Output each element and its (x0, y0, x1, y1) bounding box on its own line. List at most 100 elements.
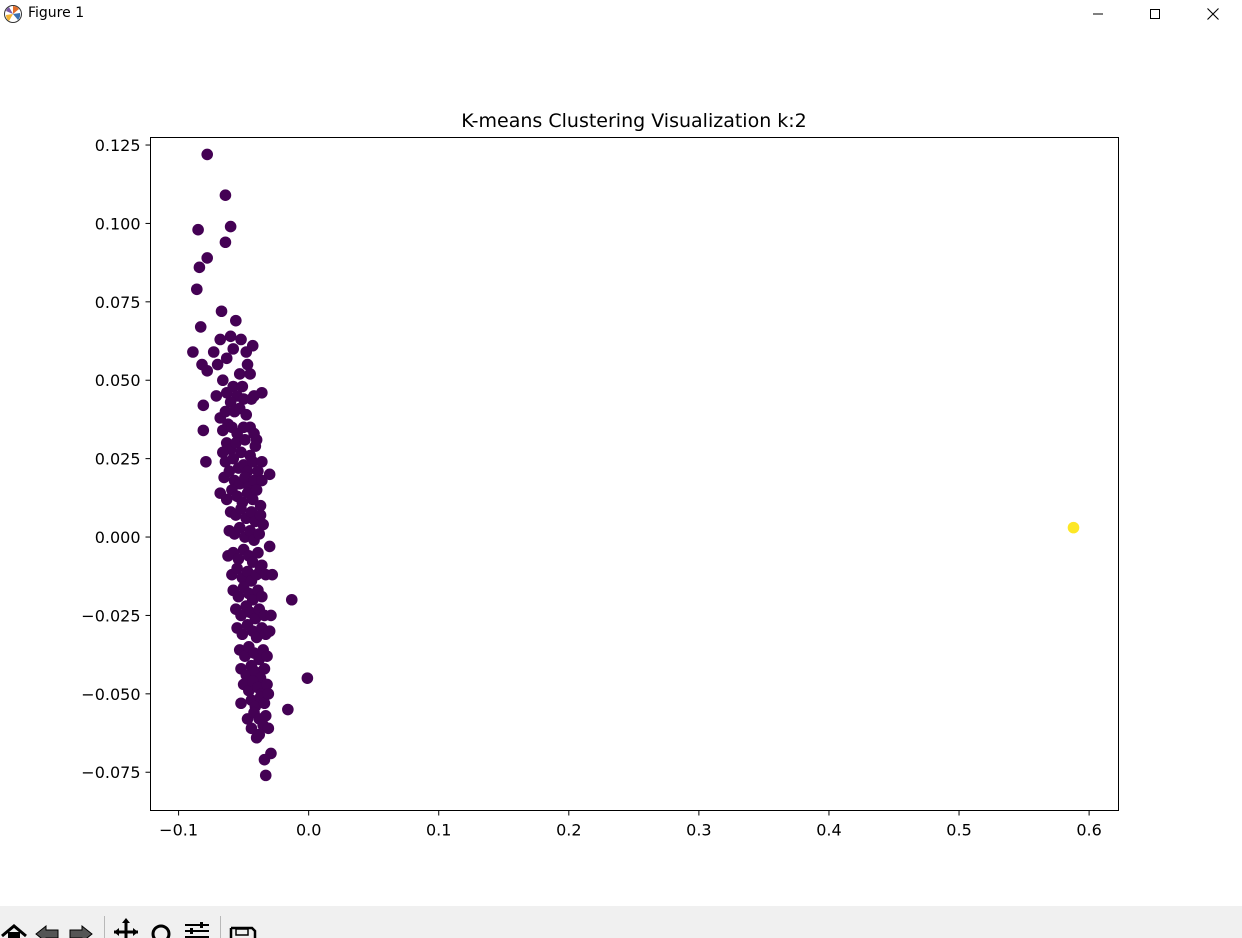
x-axis: −0.1 0.0 0.1 0.2 0.3 0.4 0.5 0.6 (159, 810, 1102, 840)
cluster-0-point (197, 424, 210, 437)
cluster-0-point (233, 521, 246, 534)
cluster-0-point (224, 396, 237, 408)
cluster-0-point (258, 753, 271, 766)
x-tick-label: 0.3 (686, 821, 711, 840)
cluster-0-point (193, 261, 206, 274)
cluster-0-point (256, 590, 268, 603)
cluster-0-point (244, 368, 256, 380)
cluster-0-point (197, 399, 210, 412)
cluster-0-point (223, 465, 236, 477)
cluster-0-point (262, 722, 275, 735)
cluster-0-point (235, 609, 247, 622)
y-tick-label: −0.025 (81, 606, 140, 625)
save-icon (229, 926, 257, 938)
scatter-points (187, 148, 1080, 782)
x-tick-label: 0.0 (296, 821, 321, 840)
cluster-0-point (252, 546, 264, 559)
cluster-0-point (265, 609, 277, 622)
cluster-0-point (207, 346, 220, 358)
cluster-0-point (250, 484, 263, 496)
cluster-0-point (227, 380, 240, 393)
cluster-0-point (217, 374, 229, 387)
cluster-0-point (250, 631, 263, 644)
cluster-0-point (258, 697, 271, 710)
x-tick-label: 0.1 (426, 821, 451, 840)
cluster-0-point (231, 562, 243, 575)
cluster-0-point (246, 493, 259, 506)
cluster-0-point (246, 455, 259, 468)
configure-subplots-button[interactable] (183, 914, 213, 938)
cluster-0-point (215, 305, 228, 318)
cluster-0-point (259, 769, 272, 782)
cluster-0-point (285, 593, 298, 606)
cluster-0-point (237, 421, 250, 434)
window-title: Figure 1 (28, 5, 85, 21)
cluster-0-point (254, 509, 267, 521)
cluster-1-point (1067, 521, 1080, 534)
cluster-0-point (220, 493, 233, 506)
cluster-0-point (201, 365, 214, 377)
minimize-icon (1093, 13, 1103, 15)
cluster-0-point (249, 612, 262, 625)
cluster-0-point (253, 728, 266, 741)
minimize-button[interactable] (1075, 0, 1121, 28)
cluster-0-point (230, 437, 242, 449)
cluster-0-point (220, 352, 233, 365)
cluster-0-point (224, 220, 237, 233)
cluster-0-point (232, 590, 245, 603)
y-tick-label: 0.075 (95, 293, 141, 312)
cluster-0-point (236, 628, 249, 641)
cluster-0-point (217, 446, 229, 459)
window-title-bar: Figure 1 (0, 0, 1242, 28)
cluster-0-point (219, 236, 232, 249)
cluster-0-point (219, 405, 232, 418)
zoom-button[interactable] (146, 914, 176, 938)
y-tick-label: 0.000 (95, 528, 141, 547)
save-button[interactable] (228, 914, 258, 938)
close-button[interactable] (1190, 0, 1236, 28)
cluster-0-point (263, 625, 276, 637)
cluster-0-point (214, 333, 227, 346)
x-tick-label: 0.5 (946, 821, 971, 840)
pan-icon (114, 918, 138, 938)
matplotlib-icon (4, 5, 22, 23)
cluster-0-point (192, 223, 204, 236)
home-button[interactable] (0, 914, 30, 938)
cluster-0-point (266, 568, 279, 581)
cluster-0-point (227, 452, 240, 465)
cluster-0-point (262, 688, 275, 700)
cluster-0-point (201, 148, 214, 161)
cluster-0-point (252, 465, 264, 477)
cluster-0-point (194, 321, 207, 333)
toolbar-separator (104, 916, 105, 938)
cluster-0-point (210, 390, 223, 402)
navigation-toolbar (0, 906, 1242, 938)
maximize-icon (1150, 9, 1160, 19)
cluster-0-point (253, 528, 266, 540)
cluster-0-point (239, 650, 251, 663)
cluster-0-point (246, 556, 259, 568)
cluster-0-point (259, 709, 272, 722)
y-tick-label: 0.100 (95, 214, 141, 233)
cluster-0-point (248, 390, 260, 402)
cluster-0-point (235, 503, 247, 515)
cluster-0-point (263, 540, 276, 553)
cluster-0-point (233, 368, 246, 380)
cluster-0-point (282, 703, 294, 716)
cluster-0-point (261, 650, 273, 663)
forward-arrow-icon (69, 924, 93, 938)
y-tick-label: 0.125 (95, 136, 141, 155)
maximize-button[interactable] (1132, 0, 1178, 28)
x-tick-label: 0.4 (816, 821, 841, 840)
cluster-0-point (245, 506, 258, 518)
configure-subplots-icon (185, 922, 209, 938)
back-button[interactable] (34, 914, 64, 938)
pan-button[interactable] (111, 914, 141, 938)
cluster-0-point (254, 499, 267, 512)
cluster-0-point (200, 455, 212, 468)
forward-button[interactable] (66, 914, 96, 938)
cluster-0-point (241, 565, 254, 578)
home-icon (1, 924, 27, 938)
cluster-0-point (301, 672, 314, 684)
cluster-0-point (235, 697, 247, 710)
